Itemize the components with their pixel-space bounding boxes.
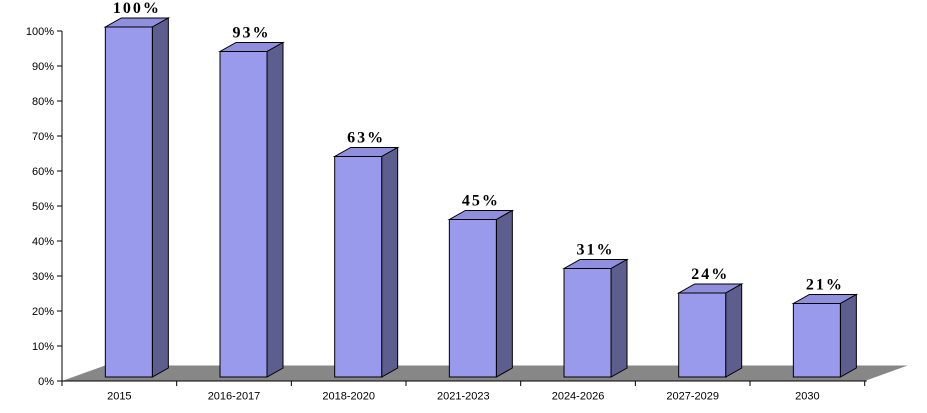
- y-tick-label: 10%: [32, 341, 54, 353]
- category-label: 2030: [795, 391, 819, 403]
- y-tick-label: 80%: [32, 96, 54, 108]
- bar-front-face: [104, 26, 153, 378]
- bar-value-label: 24%: [691, 266, 729, 283]
- labels-layer: 100% 93% 63% 45% 31% 24% 21% 0% 10% 20% 30% 40% 50% 6…: [26, 0, 844, 403]
- bar-group-2030: [791, 293, 859, 378]
- bar-group-2027-2029: [676, 283, 744, 378]
- bar-group-2015: [103, 17, 171, 378]
- bar-side-face: [839, 293, 857, 378]
- y-tick-label: 60%: [32, 166, 54, 178]
- bar-front-face: [448, 219, 497, 378]
- bar-value-label: 63%: [347, 130, 385, 147]
- bar-side-face: [151, 17, 169, 378]
- bar-value-label: 45%: [462, 193, 500, 210]
- bar-value-label: 100%: [113, 0, 161, 17]
- bar-front-face: [792, 303, 841, 378]
- bar-side-face: [381, 146, 399, 378]
- bar-side-face: [610, 258, 628, 378]
- bar-value-label: 21%: [806, 277, 844, 294]
- y-tick-label: 50%: [32, 201, 54, 213]
- bar-group-2016-2017: [218, 41, 285, 378]
- bar-front-face: [678, 292, 727, 378]
- bars-layer: [103, 17, 859, 378]
- bar-side-face: [725, 283, 743, 378]
- bar-group-2018-2020: [332, 146, 400, 378]
- category-label: 2016-2017: [208, 391, 261, 403]
- bar-front-face: [334, 156, 383, 378]
- category-label: 2018-2020: [322, 391, 375, 403]
- y-tick-label: 100%: [26, 26, 54, 38]
- bar-side-face: [495, 209, 513, 378]
- bar-front-face: [563, 268, 612, 378]
- axes-layer: [57, 30, 867, 386]
- category-label: 2027-2029: [666, 391, 719, 403]
- bar-value-label: 93%: [233, 25, 271, 42]
- y-tick-label: 20%: [32, 306, 54, 318]
- category-label: 2015: [107, 391, 131, 403]
- y-tick-label: 30%: [32, 271, 54, 283]
- y-tick-label: 70%: [32, 131, 54, 143]
- y-tick-label: 90%: [32, 61, 54, 73]
- bar-side-face: [266, 41, 284, 378]
- category-label: 2024-2026: [552, 391, 605, 403]
- y-tick-label: 40%: [32, 236, 54, 248]
- bar-group-2021-2023: [447, 209, 515, 378]
- category-label: 2021-2023: [437, 391, 490, 403]
- y-tick-label: 0%: [38, 376, 54, 388]
- bar-front-face: [219, 51, 268, 378]
- bar-value-label: 31%: [577, 242, 615, 259]
- bar-group-2024-2026: [562, 258, 629, 378]
